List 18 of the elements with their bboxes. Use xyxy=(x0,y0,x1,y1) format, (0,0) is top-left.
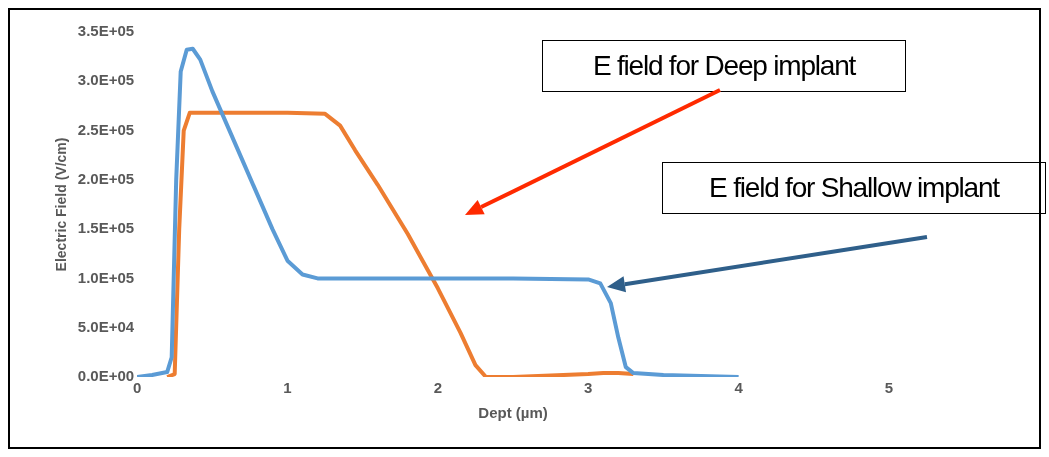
y-tick-label: 2.5E+05 xyxy=(77,120,135,138)
x-tick-label: 2 xyxy=(433,379,443,397)
annotation: E field for Shallow implant xyxy=(662,162,1046,214)
x-tick-label: 5 xyxy=(884,379,894,397)
x-tick-label: 1 xyxy=(283,379,292,397)
annotation: E field for Deep implant xyxy=(542,40,906,92)
y-tick-label: 1.5E+05 xyxy=(77,219,135,237)
y-tick-label: 3.0E+05 xyxy=(77,71,135,89)
x-tick-label: 3 xyxy=(584,379,593,397)
y-tick-label: 1.0E+05 xyxy=(77,268,135,286)
y-axis-title: Electric Field (V/cm) xyxy=(53,137,70,272)
y-tick-label: 0.0E+00 xyxy=(77,367,135,385)
y-tick-label: 5.0E+04 xyxy=(77,317,135,335)
x-tick-label: 4 xyxy=(734,379,744,397)
y-tick-label: 2.0E+05 xyxy=(77,170,135,187)
x-axis-title: Dept (µm) xyxy=(478,404,548,422)
y-tick-label: 3.5E+05 xyxy=(77,22,135,40)
x-tick-label: 0 xyxy=(132,379,142,397)
